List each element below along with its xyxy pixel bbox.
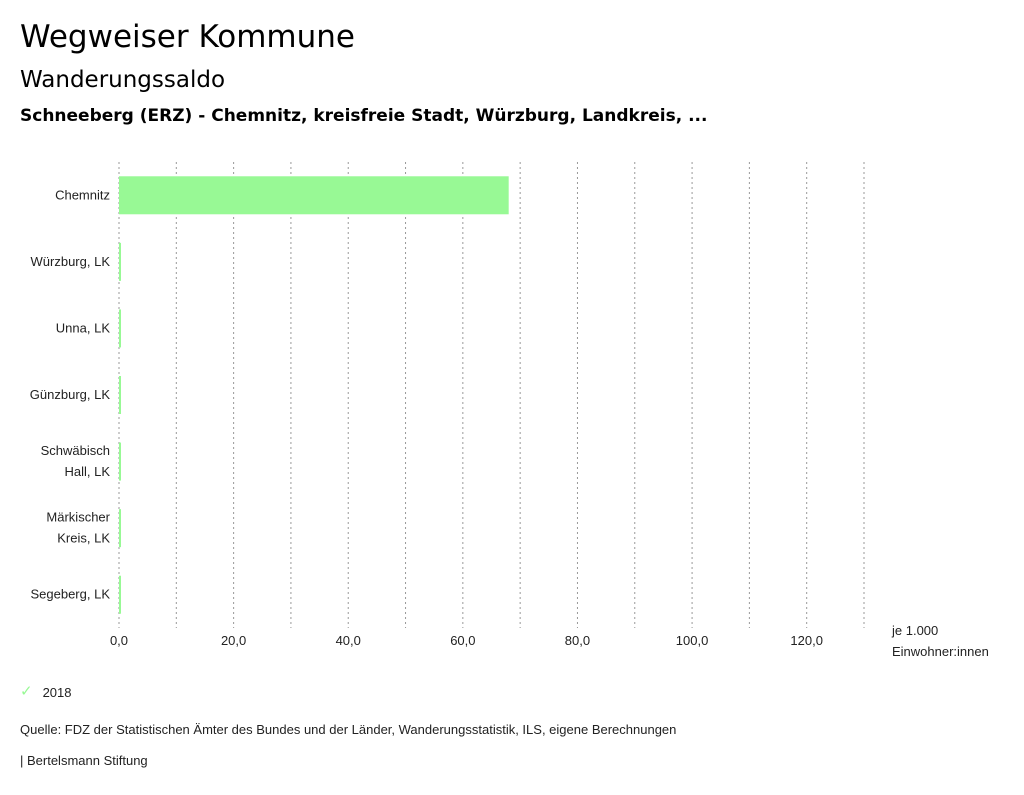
chart-subtitle: Wanderungssaldo xyxy=(20,67,226,93)
x-tick-label: 0,0 xyxy=(110,633,128,648)
check-icon[interactable]: ✓ xyxy=(20,683,33,700)
x-tick-label: 120,0 xyxy=(790,633,823,648)
x-axis-unit-label: je 1.000 Einwohner:innen xyxy=(892,620,989,662)
category-label: Kreis, LK xyxy=(57,531,110,546)
x-axis-unit-line-1: je 1.000 xyxy=(892,623,939,638)
category-label: Günzburg, LK xyxy=(30,387,111,402)
category-label: Hall, LK xyxy=(64,464,110,479)
credit-note: | Bertelsmann Stiftung xyxy=(20,753,148,768)
region-filter-label: Schneeberg (ERZ) - Chemnitz, kreisfreie … xyxy=(20,106,708,126)
page-title: Wegweiser Kommune xyxy=(20,19,355,55)
bar-5[interactable] xyxy=(119,509,121,548)
bar-chart: Chemnitz Würzburg, LK Unna, LK Günzburg, LK… xyxy=(30,162,865,648)
bar-1[interactable] xyxy=(119,242,121,281)
bar-4[interactable] xyxy=(119,442,121,481)
x-tick-label: 40,0 xyxy=(336,633,361,648)
source-note: Quelle: FDZ der Statistischen Ämter des … xyxy=(20,722,677,737)
x-tick-label: 20,0 xyxy=(221,633,246,648)
bar-6[interactable] xyxy=(119,575,121,614)
category-label: Segeberg, LK xyxy=(30,587,110,602)
category-label: Würzburg, LK xyxy=(31,254,111,269)
legend-label-2018: 2018 xyxy=(42,684,72,700)
bar-0[interactable] xyxy=(119,176,509,215)
category-label: Märkischer xyxy=(46,510,110,525)
category-label: Schwäbisch xyxy=(41,443,110,458)
x-tick-label: 100,0 xyxy=(676,633,709,648)
x-tick-label: 60,0 xyxy=(450,633,475,648)
x-axis-unit-line-2: Einwohner:innen xyxy=(892,644,989,659)
category-label: Chemnitz xyxy=(55,187,110,202)
bar-2[interactable] xyxy=(119,309,121,348)
category-label: Unna, LK xyxy=(56,320,111,335)
x-tick-label: 80,0 xyxy=(565,633,590,648)
legend[interactable]: ✓ 2018 xyxy=(20,684,72,700)
bar-3[interactable] xyxy=(119,376,121,414)
